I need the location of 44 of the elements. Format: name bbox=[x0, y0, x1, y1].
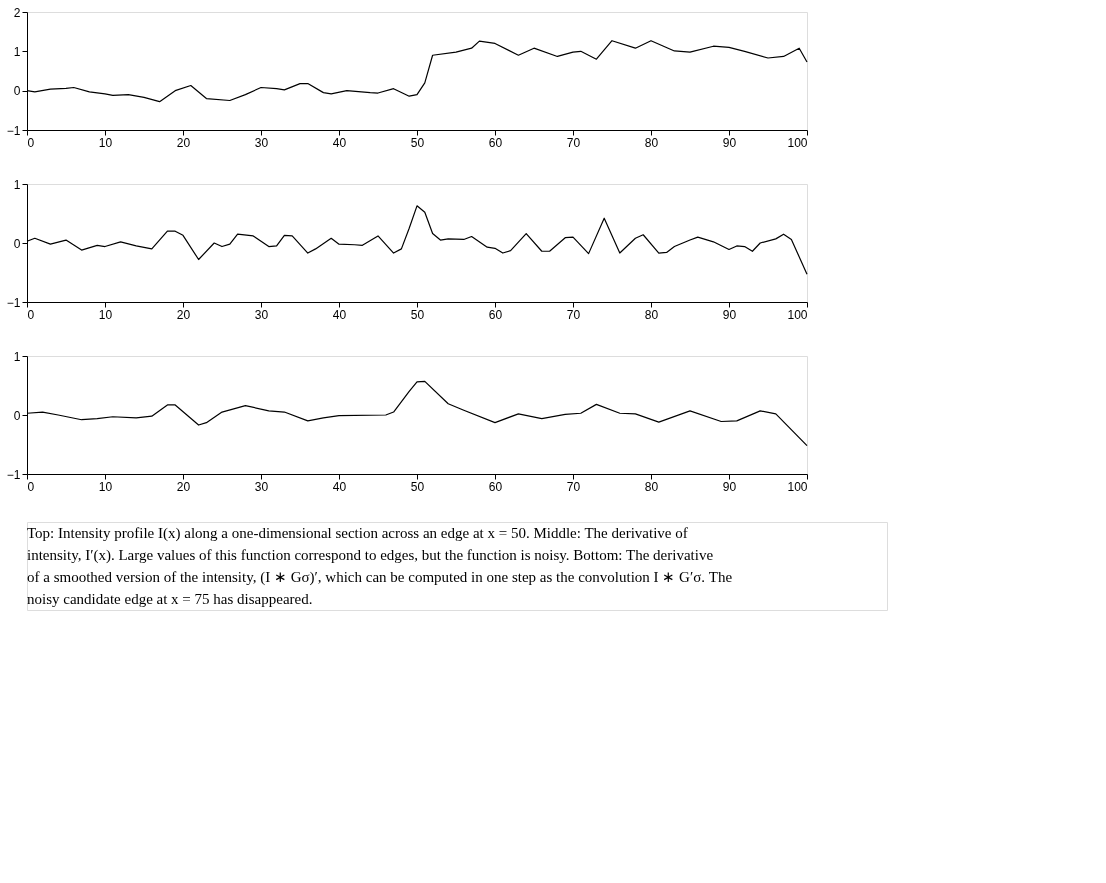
x-tick-label: 10 bbox=[98, 479, 113, 494]
x-tick-label: 100 bbox=[787, 135, 808, 150]
x-tick-label: 90 bbox=[722, 135, 737, 150]
x-tick-label: 60 bbox=[488, 479, 503, 494]
y-tick-label: 1 bbox=[13, 44, 21, 59]
x-tick-label: 0 bbox=[27, 135, 35, 150]
x-tick-label: 70 bbox=[566, 479, 581, 494]
x-tick-label: 70 bbox=[566, 307, 581, 322]
x-tick-label: 0 bbox=[27, 479, 35, 494]
x-tick-label: 50 bbox=[410, 135, 425, 150]
x-tick-label: 40 bbox=[332, 135, 347, 150]
y-tick-label: −1 bbox=[6, 467, 21, 482]
x-tick-label: 100 bbox=[787, 307, 808, 322]
x-tick-label: 90 bbox=[722, 479, 737, 494]
x-tick-label: 80 bbox=[644, 307, 659, 322]
x-tick-label: 10 bbox=[98, 307, 113, 322]
x-tick-label: 0 bbox=[27, 307, 35, 322]
y-tick-label: 0 bbox=[13, 84, 21, 99]
x-tick-label: 60 bbox=[488, 307, 503, 322]
x-tick-label: 30 bbox=[254, 135, 269, 150]
x-tick-label: 20 bbox=[176, 479, 191, 494]
y-tick-label: −1 bbox=[6, 123, 21, 138]
x-tick-label: 80 bbox=[644, 135, 659, 150]
y-tick-label: 2 bbox=[13, 5, 21, 20]
text: Top: Intensity profile I(x) along a one-dimensional section across an edge at x = 50. Middle: The derivative of intensity, I′(x). Large values of this function correspond to edges, but the function is noisy. Bottom: The derivative of a smoothed version of the intensity, (I ∗ Gσ)′, which can be computed in one step as the convolution I ∗ G′σ. The noisy candidate edge at x = 75 has disappeared. bbox=[27, 525, 733, 607]
x-tick-label: 60 bbox=[488, 135, 503, 150]
x-tick-label: 20 bbox=[176, 307, 191, 322]
x-tick-label: 100 bbox=[787, 479, 808, 494]
x-tick-label: 90 bbox=[722, 307, 737, 322]
x-tick-label: 70 bbox=[566, 135, 581, 150]
x-tick-label: 20 bbox=[176, 135, 191, 150]
y-tick-label: 0 bbox=[13, 408, 21, 423]
y-tick-label: 0 bbox=[13, 236, 21, 251]
x-tick-label: 40 bbox=[332, 307, 347, 322]
y-tick-label: 1 bbox=[13, 177, 21, 192]
x-tick-label: 80 bbox=[644, 479, 659, 494]
x-tick-label: 50 bbox=[410, 479, 425, 494]
x-tick-label: 30 bbox=[254, 307, 269, 322]
x-tick-label: 40 bbox=[332, 479, 347, 494]
x-tick-label: 50 bbox=[410, 307, 425, 322]
x-tick-label: 10 bbox=[98, 135, 113, 150]
y-tick-label: −1 bbox=[6, 295, 21, 310]
x-tick-label: 30 bbox=[254, 479, 269, 494]
y-tick-label: 1 bbox=[13, 349, 21, 364]
